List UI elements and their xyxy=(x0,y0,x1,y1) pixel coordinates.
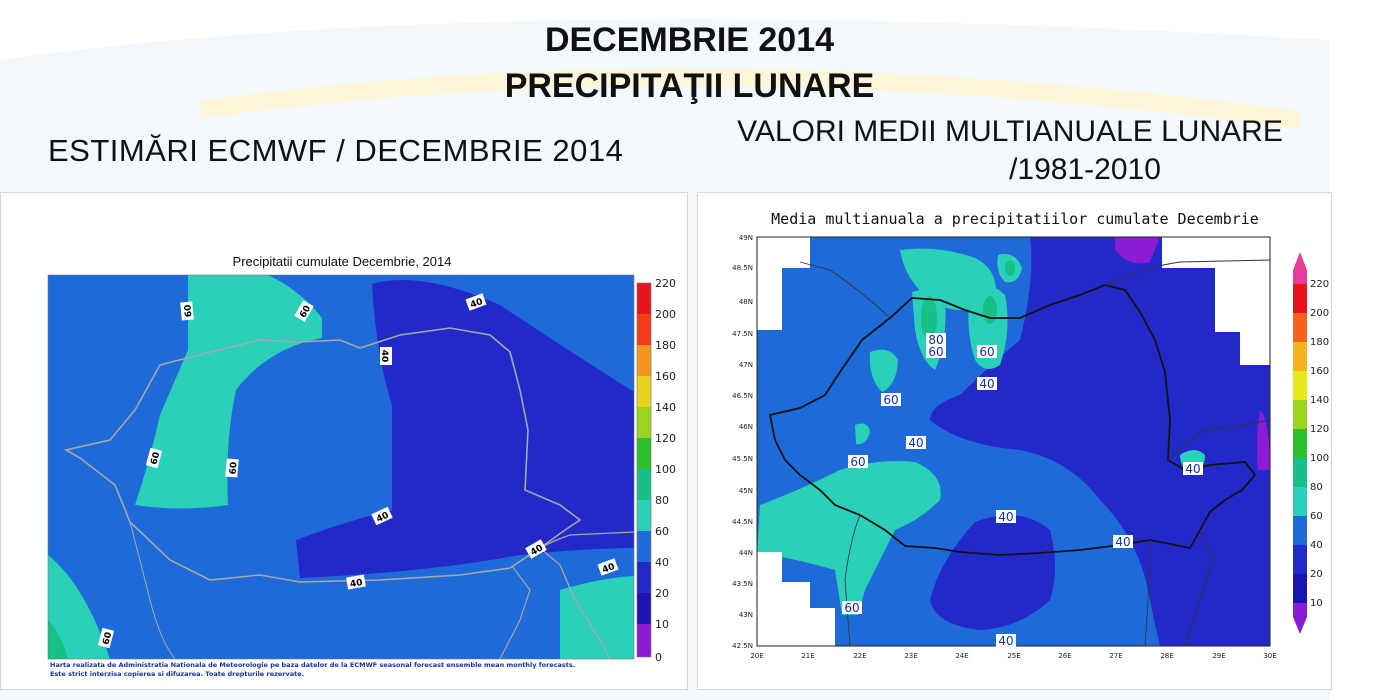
lon-tick: 22E xyxy=(853,652,866,660)
contour-label: 60 xyxy=(844,601,859,615)
right-subtitle-line1: VALORI MEDII MULTIANUALE LUNARE xyxy=(737,115,1283,148)
colorbar-tick: 80 xyxy=(655,494,669,507)
contour-label: 60 xyxy=(850,455,865,469)
lat-tick: 48N xyxy=(739,298,753,306)
lat-tick: 43N xyxy=(739,611,753,619)
contour-label: 40 xyxy=(349,578,363,590)
colorbar-tick: 220 xyxy=(1310,279,1329,290)
lat-tick: 49N xyxy=(739,234,753,242)
lon-tick: 20E xyxy=(750,652,763,660)
lat-tick: 43.5N xyxy=(732,580,753,588)
colorbar-tick: 180 xyxy=(1310,337,1329,348)
colorbar-tick: 140 xyxy=(1310,395,1329,406)
contour-label: 60 xyxy=(979,345,994,359)
left-map-footnote: Harta realizata de Administratia Nationa… xyxy=(50,661,660,679)
contour-label: 40 xyxy=(469,297,484,311)
colorbar-tick: 160 xyxy=(1310,366,1329,377)
colorbar-tick: 10 xyxy=(1310,598,1323,609)
colorbar-tick: 200 xyxy=(655,308,676,321)
contour-label: 60 xyxy=(928,345,943,359)
right-lat-axis: 49N 48.5N 48N 47.5N 47N 46.5N 46N 45.5N … xyxy=(732,234,753,650)
colorbar-tick: 40 xyxy=(655,556,669,569)
colorbar-tick: 60 xyxy=(655,525,669,538)
lon-tick: 25E xyxy=(1007,652,1020,660)
lat-tick: 47N xyxy=(739,361,753,369)
lat-tick: 48.5N xyxy=(732,264,753,272)
colorbar-tick: 140 xyxy=(655,401,676,414)
lon-tick: 21E xyxy=(801,652,814,660)
contour-label: 40 xyxy=(375,511,391,525)
contour-label: 60 xyxy=(883,393,898,407)
footnote-line2: Este strict interzisa copierea si difuza… xyxy=(50,670,305,678)
contour-label: 40 xyxy=(998,510,1013,524)
colorbar-tick: 0 xyxy=(655,651,662,664)
contour-label: 40 xyxy=(908,436,923,450)
contour-label: 40 xyxy=(601,562,616,576)
left-contour-labels: 40 40 40 40 40 40 60 60 60 60 60 60 xyxy=(97,293,619,649)
contour-label: 40 xyxy=(998,634,1013,648)
contour-label: 40 xyxy=(979,377,994,391)
lon-tick: 24E xyxy=(955,652,968,660)
left-romania-border xyxy=(63,327,582,583)
right-romania-border xyxy=(768,284,1257,556)
lon-tick: 27E xyxy=(1109,652,1122,660)
colorbar-tick: 120 xyxy=(1310,424,1329,435)
colorbar-tick: 200 xyxy=(1310,308,1329,319)
left-map-title: Precipitatii cumulate Decembrie, 2014 xyxy=(232,254,452,269)
colorbar-tick: 40 xyxy=(1310,540,1323,551)
lon-tick: 29E xyxy=(1212,652,1225,660)
contour-label: 40 xyxy=(379,350,389,363)
footnote-line1: Harta realizata de Administratia Nationa… xyxy=(50,661,576,669)
colorbar-tick: 120 xyxy=(655,432,676,445)
contour-label: 60 xyxy=(183,304,194,317)
lat-tick: 45N xyxy=(739,487,753,495)
right-lon-axis: 20E 21E 22E 23E 24E 25E 26E 27E 28E 29E … xyxy=(750,652,1276,660)
colorbar-tick: 20 xyxy=(1310,569,1323,580)
lat-tick: 44.5N xyxy=(732,518,753,526)
main-title-date: DECEMBRIE 2014 xyxy=(544,21,835,59)
left-panel-subtitle: ESTIMĂRI ECMWF / DECEMBRIE 2014 xyxy=(48,133,624,168)
lon-tick: 26E xyxy=(1058,652,1071,660)
contour-label: 80 xyxy=(928,333,943,347)
right-contour-labels: 80 60 60 40 60 40 60 40 40 40 60 40 xyxy=(842,333,1203,648)
left-colorbar: 220 200 180 160 140 120 100 80 60 40 20 … xyxy=(636,277,676,664)
lat-tick: 46N xyxy=(739,423,753,431)
main-title-subject: PRECIPITAŢII LUNARE xyxy=(504,67,875,105)
lat-tick: 47.5N xyxy=(732,330,753,338)
contour-label: 60 xyxy=(101,631,114,646)
lat-tick: 46.5N xyxy=(732,392,753,400)
lat-tick: 44N xyxy=(739,549,753,557)
lon-tick: 23E xyxy=(904,652,917,660)
colorbar-tick: 100 xyxy=(1310,453,1329,464)
colorbar-tick: 100 xyxy=(655,463,676,476)
colorbar-tick: 60 xyxy=(1310,511,1323,522)
colorbar-tick: 10 xyxy=(655,618,669,631)
lon-tick: 30E xyxy=(1263,652,1276,660)
contour-label: 60 xyxy=(228,461,239,474)
right-subtitle-line2: /1981-2010 xyxy=(1009,153,1161,186)
left-60mm-zone-north xyxy=(135,275,322,509)
lat-tick: 42.5N xyxy=(732,642,753,650)
contour-label: 40 xyxy=(1185,462,1200,476)
colorbar-tick: 160 xyxy=(655,370,676,383)
colorbar-tick: 20 xyxy=(655,587,669,600)
contour-label: 40 xyxy=(1115,535,1130,549)
colorbar-tick: 220 xyxy=(655,277,676,290)
lon-tick: 28E xyxy=(1160,652,1173,660)
right-panel-subtitle: VALORI MEDII MULTIANUALE LUNARE /1981-20… xyxy=(700,113,1320,189)
right-map-title: Media multianuala a precipitatiilor cumu… xyxy=(771,210,1259,228)
colorbar-tick: 180 xyxy=(655,339,676,352)
colorbar-tick: 80 xyxy=(1310,482,1323,493)
lat-tick: 45.5N xyxy=(732,455,753,463)
right-10-20mm-zone xyxy=(1115,237,1160,264)
contour-label: 60 xyxy=(149,451,162,466)
right-colorbar: 220 200 180 160 140 120 100 80 60 40 20 … xyxy=(1293,252,1329,634)
